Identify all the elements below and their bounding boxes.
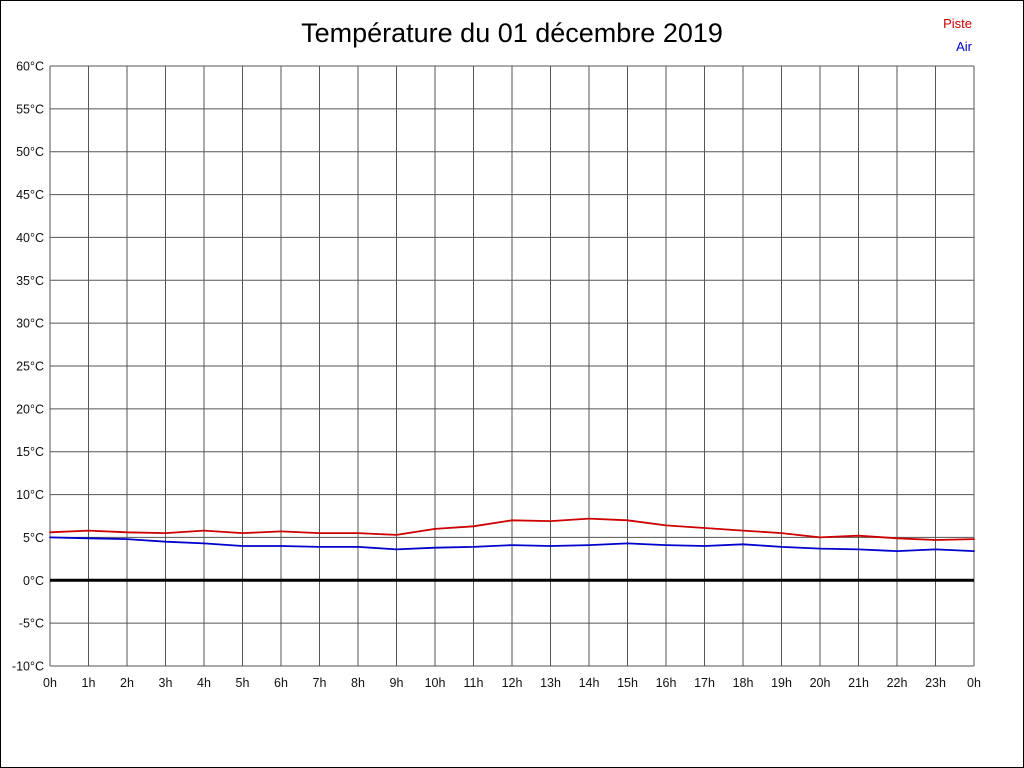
x-axis-tick-label: 23h <box>925 676 946 690</box>
y-axis-tick-label: 10°C <box>16 488 44 502</box>
x-axis-tick-label: 19h <box>771 676 792 690</box>
x-axis-tick-label: 9h <box>390 676 404 690</box>
y-axis-tick-label: 25°C <box>16 360 44 374</box>
x-axis-tick-label: 1h <box>82 676 96 690</box>
y-axis-tick-label: 60°C <box>16 60 44 74</box>
y-axis-tick-label: 45°C <box>16 188 44 202</box>
x-axis-tick-label: 16h <box>656 676 677 690</box>
y-axis-tick-label: 50°C <box>16 145 44 159</box>
x-axis-tick-label: 14h <box>579 676 600 690</box>
x-axis-tick-label: 21h <box>848 676 869 690</box>
x-axis-tick-label: 7h <box>313 676 327 690</box>
x-axis-tick-label: 13h <box>540 676 561 690</box>
x-axis-tick-label: 17h <box>694 676 715 690</box>
x-axis-tick-label: 6h <box>274 676 288 690</box>
y-axis-tick-label: 15°C <box>16 445 44 459</box>
x-axis-tick-label: 5h <box>236 676 250 690</box>
x-axis-tick-label: 2h <box>120 676 134 690</box>
y-axis-tick-label: -10°C <box>12 660 44 674</box>
y-axis-tick-label: 20°C <box>16 402 44 416</box>
x-axis-tick-label: 0h <box>43 676 57 690</box>
x-axis-tick-label: 22h <box>887 676 908 690</box>
chart-title: Température du 01 décembre 2019 <box>301 18 723 48</box>
x-axis-tick-label: 8h <box>351 676 365 690</box>
x-axis-tick-label: 18h <box>733 676 754 690</box>
x-axis-tick-label: 20h <box>810 676 831 690</box>
y-axis-tick-label: 30°C <box>16 317 44 331</box>
series-line-air <box>49 536 975 552</box>
x-axis-tick-label: 4h <box>197 676 211 690</box>
chart-legend: Piste Air <box>943 12 972 58</box>
y-axis-tick-label: 55°C <box>16 102 44 116</box>
legend-item-piste: Piste <box>943 16 972 31</box>
x-axis-tick-label: 11h <box>464 676 484 690</box>
y-axis-tick-label: 5°C <box>23 531 44 545</box>
x-axis-tick-label: 15h <box>617 676 638 690</box>
y-axis-tick-label: 0°C <box>23 574 44 588</box>
x-axis-tick-label: 10h <box>425 676 446 690</box>
y-axis-tick-label: -5°C <box>19 617 44 631</box>
y-axis-tick-label: 35°C <box>16 274 44 288</box>
x-axis-tick-label: 3h <box>159 676 173 690</box>
x-axis-tick-label: 0h <box>967 676 981 690</box>
y-axis-tick-label: 40°C <box>16 231 44 245</box>
x-axis-tick-label: 12h <box>502 676 523 690</box>
legend-item-air: Air <box>956 39 972 54</box>
series-line-piste <box>49 517 975 541</box>
